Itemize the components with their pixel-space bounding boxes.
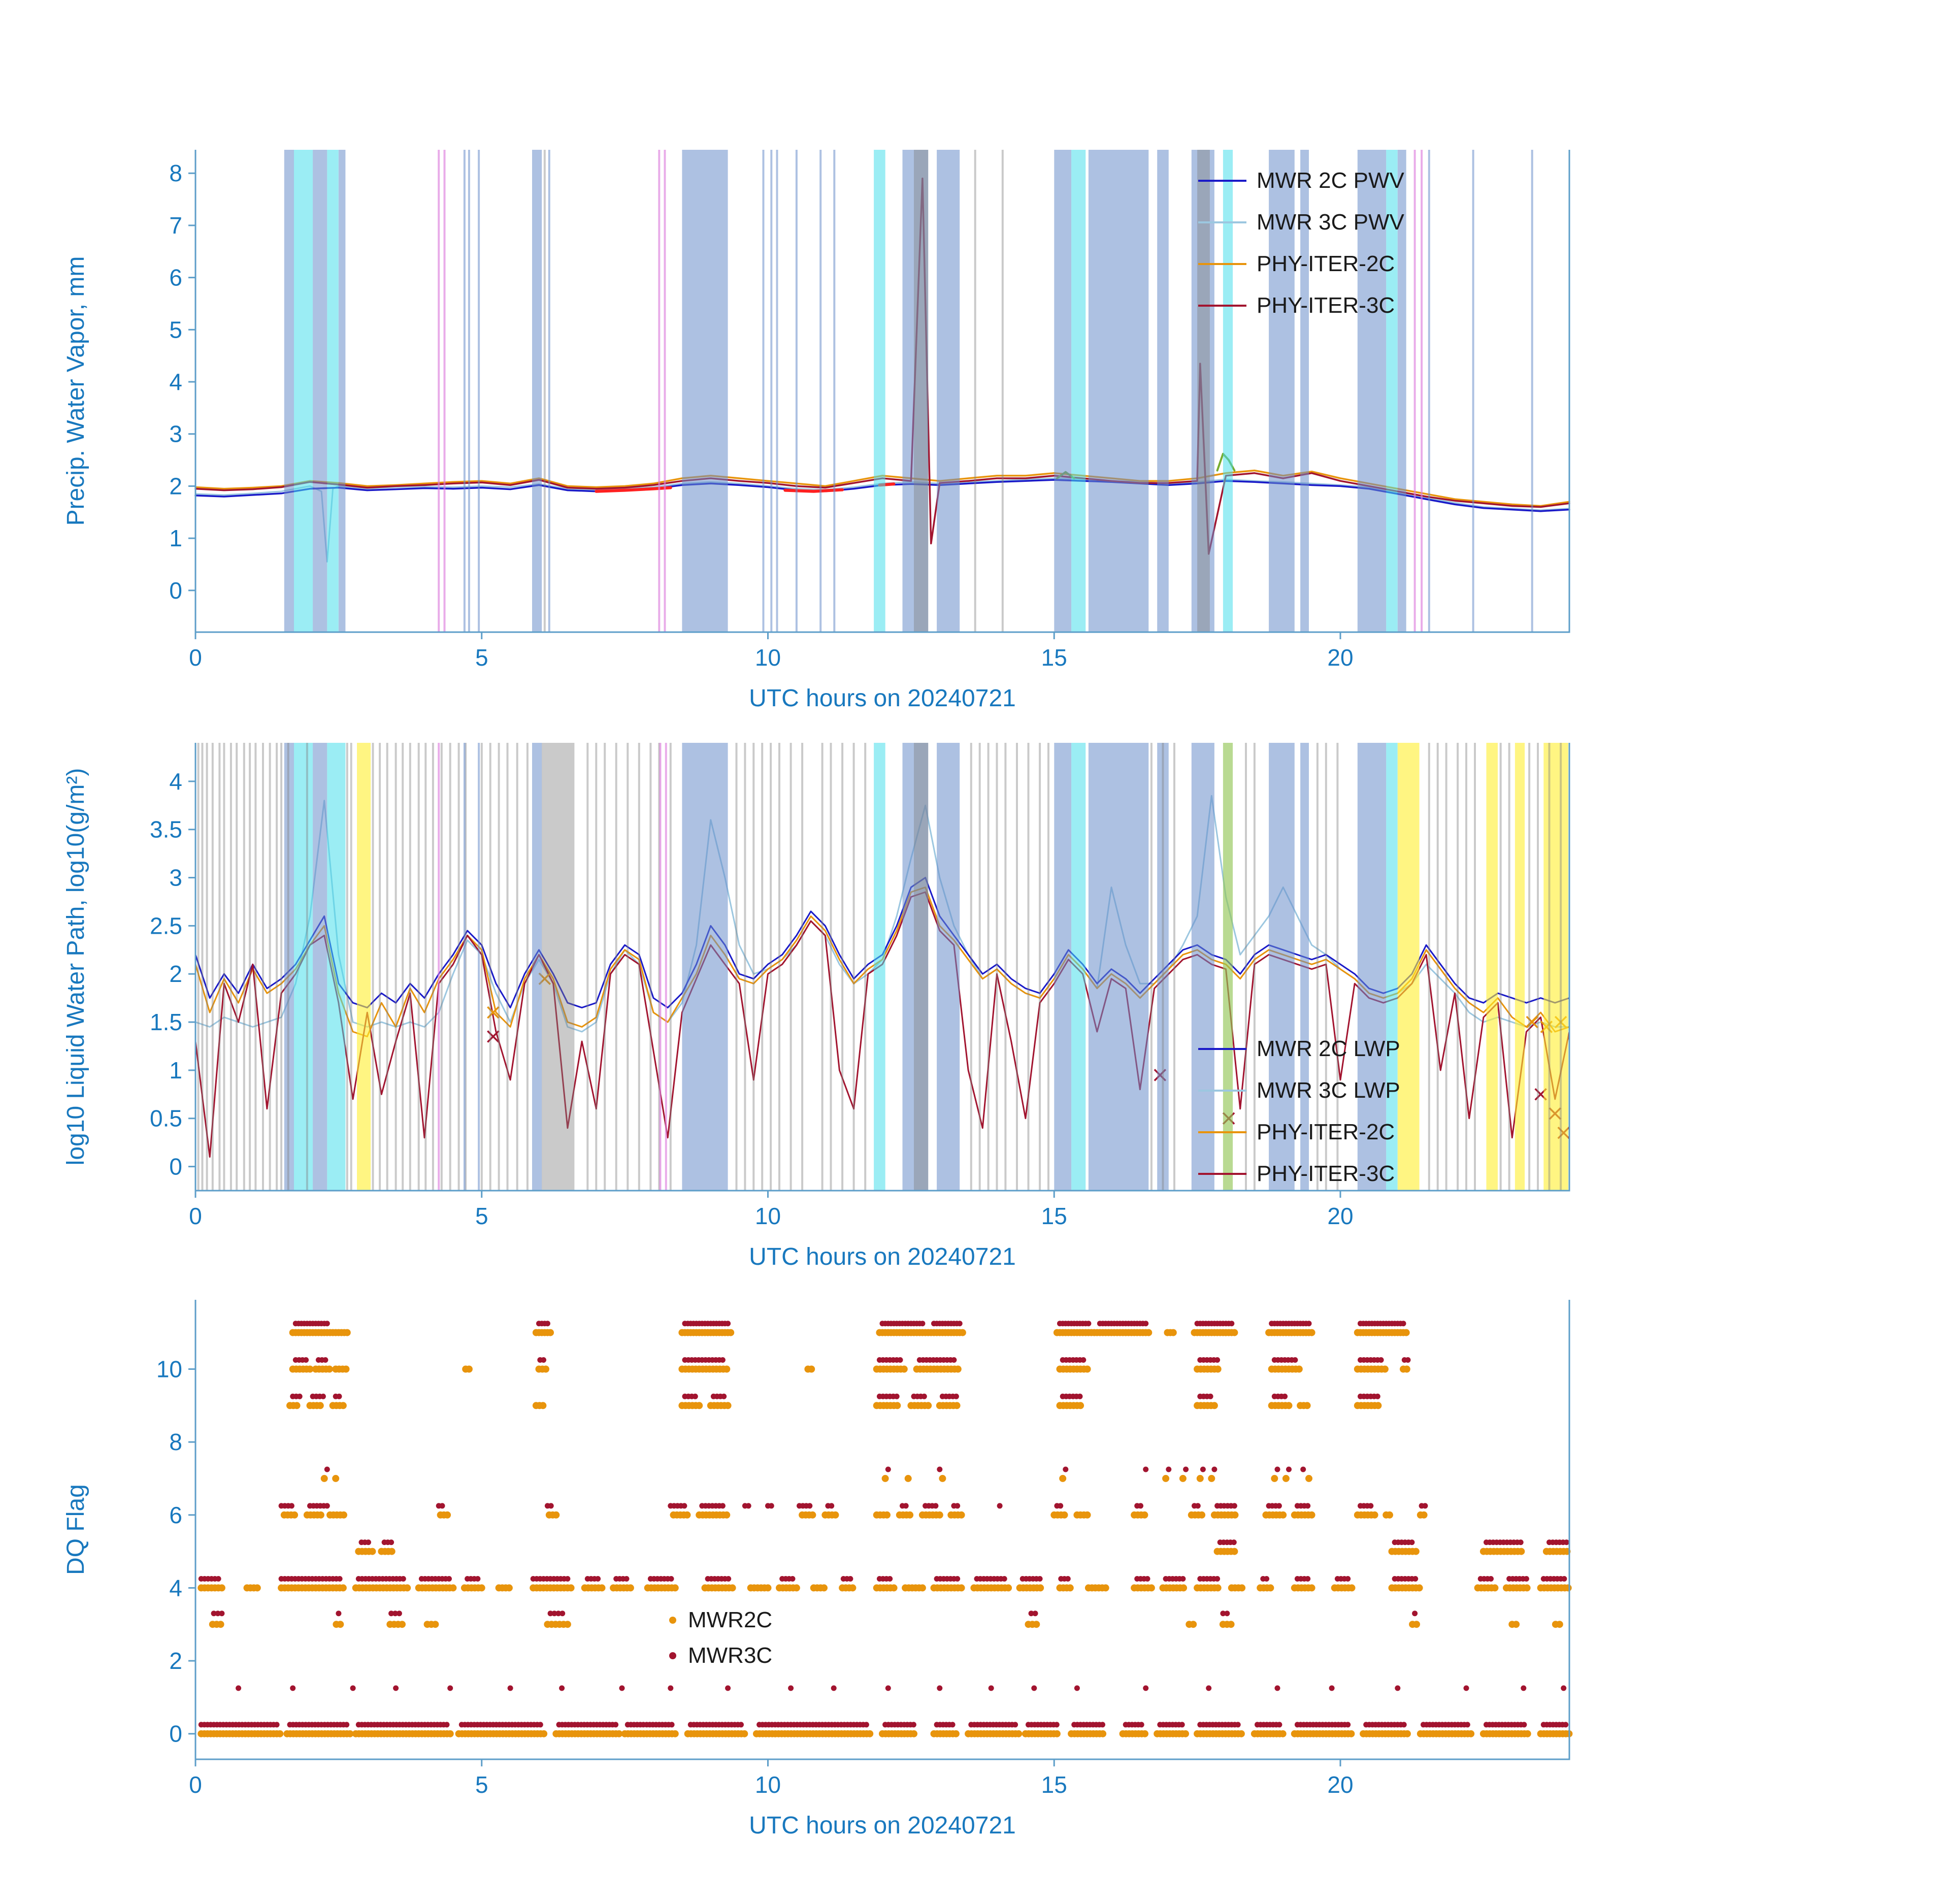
x-tick-label: 0	[189, 1771, 202, 1798]
axes-layer: 0 5 10 15 20 0 2 4 6 8 10	[156, 1300, 1570, 1798]
legend: MWR 2C LWP MWR 3C LWP PHY-ITER-2C PHY-ITER-…	[1198, 1036, 1400, 1186]
y-tick-label: 2	[169, 961, 182, 987]
legend-label: MWR2C	[688, 1607, 772, 1632]
y-tick-label: 1.5	[150, 1009, 182, 1035]
y-tick-label: 0.5	[150, 1105, 182, 1132]
lwp-chart: 0 5 10 15 20 0 0.5 1 1.5 2 2.5 3 3.5 4 UTC hours on 20…	[62, 743, 1570, 1270]
y-tick-label: 3	[169, 421, 182, 447]
dots-mwr2c	[198, 1329, 1573, 1737]
x-tick-label: 0	[189, 644, 202, 671]
legend-label: MWR3C	[688, 1643, 772, 1668]
legend-label: PHY-ITER-2C	[1257, 1120, 1395, 1144]
legend-label: MWR 3C PWV	[1257, 210, 1405, 235]
x-tick-label: 15	[1041, 644, 1067, 671]
x-tick-label: 10	[755, 644, 781, 671]
y-tick-label: 4	[169, 1574, 182, 1601]
y-tick-label: 6	[169, 1502, 182, 1528]
y-tick-label: 8	[169, 160, 182, 186]
x-axis-label: UTC hours on 20240721	[749, 1812, 1016, 1839]
axes-layer: 0 5 10 15 20 0 1 2 3 4 5 6 7 8	[169, 150, 1570, 671]
y-tick-label: 0	[169, 577, 182, 604]
x-tick-label: 5	[475, 1203, 488, 1229]
y-tick-label: 0	[169, 1721, 182, 1747]
x-tick-label: 20	[1327, 1203, 1353, 1229]
x-tick-label: 15	[1041, 1203, 1067, 1229]
y-tick-label: 10	[156, 1356, 182, 1382]
y-axis-label: log10 Liquid Water Path, log10(g/m²)	[62, 768, 89, 1166]
legend-label: MWR 3C LWP	[1257, 1078, 1400, 1103]
legend-label: PHY-ITER-3C	[1257, 1161, 1395, 1186]
y-tick-label: 1	[169, 1057, 182, 1084]
y-tick-label: 6	[169, 265, 182, 291]
y-tick-label: 4	[169, 369, 182, 395]
legend-label: MWR 2C PWV	[1257, 168, 1405, 193]
y-tick-label: 0	[169, 1154, 182, 1180]
y-tick-label: 4	[169, 768, 182, 795]
x-tick-label: 15	[1041, 1771, 1067, 1798]
legend-swatch	[669, 1652, 676, 1659]
y-tick-label: 8	[169, 1429, 182, 1455]
y-tick-label: 2	[169, 473, 182, 499]
x-tick-label: 10	[755, 1771, 781, 1798]
legend: MWR 2C PWV MWR 3C PWV PHY-ITER-2C PHY-ITER-…	[1198, 168, 1405, 318]
legend-label: MWR 2C LWP	[1257, 1036, 1400, 1061]
y-tick-label: 2.5	[150, 912, 182, 939]
y-tick-label: 3.5	[150, 816, 182, 843]
x-axis-label: UTC hours on 20240721	[749, 1243, 1016, 1270]
x-tick-label: 5	[475, 644, 488, 671]
legend: MWR2C MWR3C	[669, 1607, 772, 1668]
bands-layer	[284, 150, 1533, 632]
dots-mwr3c	[198, 1321, 1569, 1728]
dq-flag-chart: 0 5 10 15 20 0 2 4 6 8 10 UTC hours on 20240721 DQ F…	[62, 1300, 1573, 1839]
x-tick-label: 20	[1327, 644, 1353, 671]
y-axis-label: DQ Flag	[62, 1484, 89, 1575]
y-tick-label: 2	[169, 1648, 182, 1674]
y-tick-label: 7	[169, 212, 182, 239]
y-tick-label: 3	[169, 865, 182, 891]
legend-label: PHY-ITER-3C	[1257, 293, 1395, 318]
axes-layer: 0 5 10 15 20 0 0.5 1 1.5 2 2.5 3 3.5 4	[150, 743, 1570, 1229]
x-axis-label: UTC hours on 20240721	[749, 685, 1016, 712]
y-tick-label: 1	[169, 525, 182, 551]
x-tick-label: 20	[1327, 1771, 1353, 1798]
x-tick-label: 10	[755, 1203, 781, 1229]
x-tick-label: 0	[189, 1203, 202, 1229]
pwv-chart: 0 5 10 15 20 0 1 2 3 4 5 6 7 8 UTC hours on 20240721 Pr…	[62, 150, 1570, 712]
x-tick-label: 5	[475, 1771, 488, 1798]
bands-layer	[197, 743, 1568, 1191]
legend-label: PHY-ITER-2C	[1257, 251, 1395, 276]
y-axis-label: Precip. Water Vapor, mm	[62, 256, 89, 526]
y-tick-label: 5	[169, 316, 182, 343]
legend-swatch	[669, 1617, 676, 1624]
